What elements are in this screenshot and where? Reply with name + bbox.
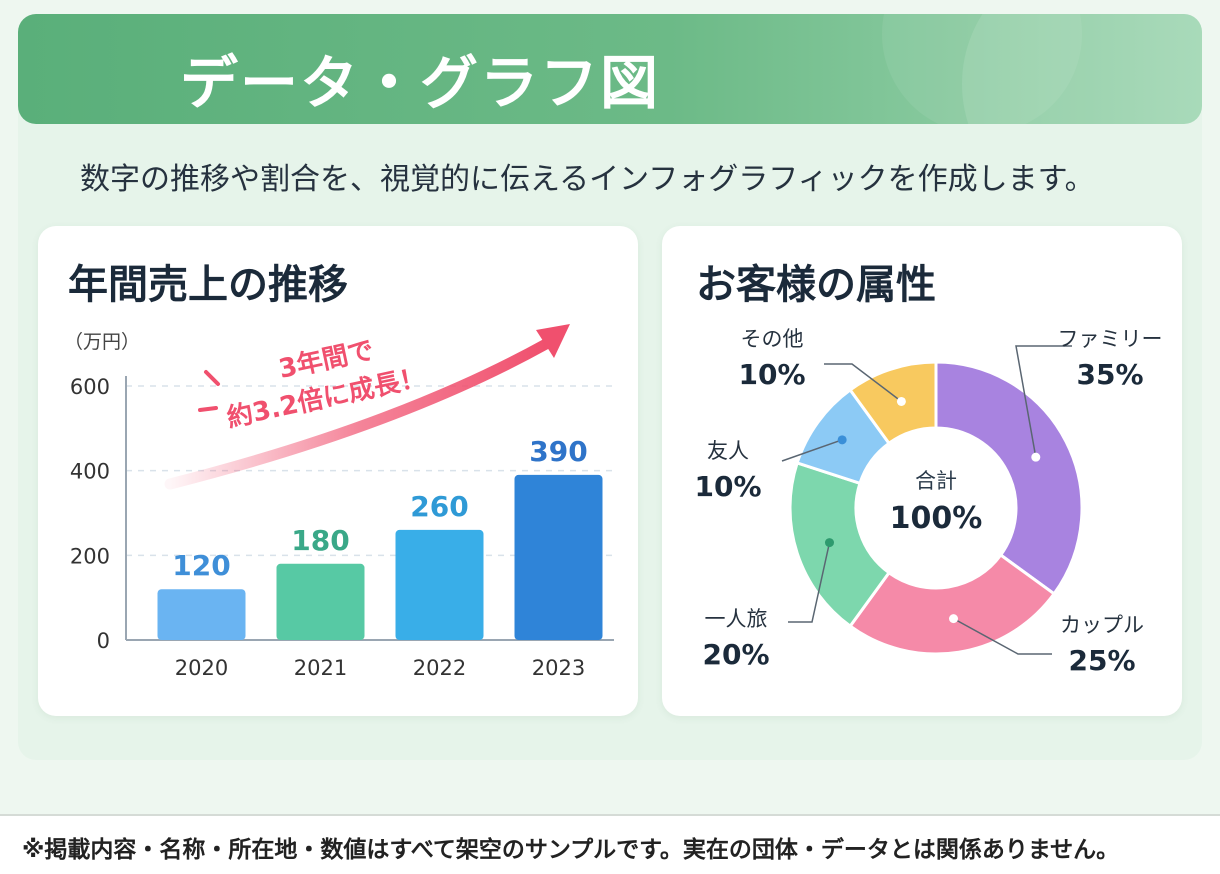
donut-slice	[848, 552, 1057, 656]
donut-center-label: 合計	[915, 469, 957, 493]
bar-2023	[514, 474, 603, 640]
x-tick-label: 2023	[532, 656, 585, 680]
leader-line	[824, 363, 902, 403]
x-tick-label: 2020	[175, 656, 228, 680]
bar-2021	[276, 563, 365, 640]
y-tick-label: 400	[70, 460, 110, 484]
slice-label: 一人旅	[705, 607, 768, 631]
slice-label: その他	[741, 327, 804, 351]
leader-line	[788, 542, 831, 623]
growth-arrow-head	[536, 324, 570, 358]
slice-label: 友人	[707, 439, 749, 463]
leader-line	[1015, 345, 1072, 458]
callout-tick	[198, 406, 218, 412]
donut-slice	[788, 460, 892, 629]
donut-chart-card: お客様の属性 ファミリー 35% カップル 25% 一人旅 20% 友人 10% その他 10% …	[662, 226, 1182, 716]
y-tick-label: 600	[70, 375, 110, 399]
slice-label: ファミリー	[1058, 327, 1163, 351]
donut-chart: ファミリー 35% カップル 25% 一人旅 20% 友人 10% その他 10% 合計 100%	[694, 327, 1163, 677]
footer-divider	[0, 814, 1220, 816]
footer: ※掲載内容・名称・所在地・数値はすべて架空のサンプルです。実在の団体・データとは…	[0, 816, 1220, 874]
leader-dot	[949, 614, 959, 624]
donut-chart-title: お客様の属性	[696, 262, 936, 308]
slice-percent-label: 10%	[694, 470, 761, 503]
bar-value-label: 260	[410, 490, 468, 523]
y-unit-label: （万円）	[64, 331, 140, 353]
slice-percent-label: 35%	[1076, 358, 1143, 391]
slice-percent-label: 10%	[738, 358, 805, 391]
header-banner: データ・グラフ図	[18, 14, 1202, 124]
page-subtitle: 数字の推移や割合を、視覚的に伝えるインフォグラフィックを作成します。	[80, 162, 1095, 197]
leader-dot	[837, 435, 847, 445]
leader-dot	[896, 396, 906, 406]
slice-percent-label: 25%	[1068, 644, 1135, 677]
donut-center-value: 100%	[890, 501, 983, 536]
bar-2020	[157, 589, 246, 640]
slice-label: カップル	[1060, 613, 1144, 637]
x-tick-label: 2022	[413, 656, 466, 680]
leader-dot	[824, 538, 834, 548]
bar-chart-card: 年間売上の推移 （万円） 0 200 400 600 3年間で 約3.2倍に成長！ 1…	[38, 226, 638, 716]
bar-value-label: 180	[291, 524, 349, 557]
x-tick-label: 2021	[294, 656, 347, 680]
donut-slice	[848, 360, 938, 446]
bar-2022	[395, 529, 484, 640]
growth-arrow	[164, 338, 552, 490]
header-decoration	[882, 14, 1082, 124]
donut-hole	[857, 429, 1015, 587]
slice-percent-label: 20%	[702, 638, 769, 671]
disclaimer-text: ※掲載内容・名称・所在地・数値はすべて架空のサンプルです。実在の団体・データとは…	[22, 837, 1120, 863]
leader-dot	[1031, 452, 1041, 462]
page-title: データ・グラフ図	[180, 49, 661, 117]
leader-line	[953, 617, 1052, 655]
bar-chart-title: 年間売上の推移	[68, 262, 348, 308]
bar-value-label: 120	[172, 549, 230, 582]
bar-value-label: 390	[529, 435, 587, 468]
callout-tick	[204, 370, 220, 386]
y-tick-label: 200	[70, 544, 110, 568]
y-tick-label: 0	[97, 629, 110, 653]
header-decoration	[962, 14, 1202, 124]
leader-line	[781, 439, 843, 462]
